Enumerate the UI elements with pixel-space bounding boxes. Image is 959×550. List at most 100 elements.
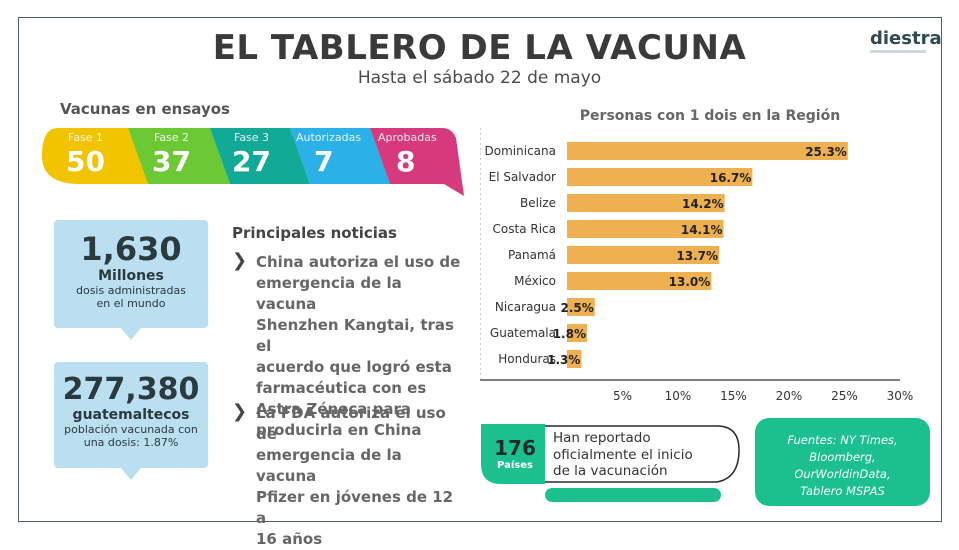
- news-1-line: acuerdo que logró esta: [256, 358, 452, 376]
- trials-heading: Vacunas en ensayos: [60, 100, 230, 118]
- doses-unit: Millones: [98, 268, 164, 284]
- authorized-shape: [290, 128, 390, 184]
- phase-1-shape: [42, 128, 148, 184]
- page-title: EL TABLERO DE LA VACUNA: [212, 28, 747, 68]
- sources-line: Fuentes: NY Times,: [787, 433, 898, 447]
- chevron-right-icon: ❯: [232, 250, 248, 271]
- countries-text-line: Han reportado: [553, 430, 651, 446]
- bar: [567, 142, 848, 160]
- category-label: México: [514, 274, 556, 288]
- phase-1: Fase 1 50: [44, 125, 136, 197]
- x-tick-label: 15%: [720, 389, 747, 403]
- news-item-2: La FDA autoriza el uso de emergencia de …: [256, 403, 461, 550]
- news-1-line: producirla en China: [256, 421, 422, 439]
- countries-shape: [481, 424, 740, 502]
- phase-3: Fase 3 27: [210, 125, 302, 197]
- data-label: 1.8%: [553, 327, 586, 341]
- phase-ribbon: [42, 128, 464, 196]
- countries-text: Han reportado oficialmente el inicio de …: [553, 430, 693, 480]
- countries-card: 176 Países Han reportado oficialmente el…: [481, 420, 741, 502]
- data-label: 25.3%: [805, 145, 847, 159]
- news-1-line: China autoriza el uso de: [256, 253, 461, 271]
- sources-line: OurWorldinData,: [794, 467, 891, 481]
- phase-2-label: Fase 2: [154, 131, 190, 144]
- data-label: 16.7%: [710, 171, 752, 185]
- phase-2-shape: [128, 128, 230, 184]
- guatemala-value: 277,380: [62, 372, 200, 407]
- bar: [567, 324, 587, 342]
- data-label: 13.7%: [676, 249, 718, 263]
- phase-1-label: Fase 1: [68, 131, 104, 144]
- data-label: 13.0%: [669, 275, 711, 289]
- category-label: Guatemala: [490, 326, 556, 340]
- category-label: Costa Rica: [493, 222, 556, 236]
- news-1-line: farmacéutica con es: [256, 379, 427, 397]
- guatemala-desc-2: una dosis: 1.87%: [83, 436, 179, 449]
- countries-text-line: oficialmente el inicio: [553, 446, 693, 463]
- bar: [567, 350, 582, 368]
- guatemala-card: 277,380 guatemaltecos población vacunada…: [54, 362, 208, 480]
- x-tick-label: 30%: [887, 389, 914, 403]
- bar: [567, 194, 725, 212]
- news-1-line: emergencia de la vacuna: [256, 274, 402, 313]
- sources-line: Bloomberg,: [809, 450, 876, 464]
- approved: Aprobadas 8: [354, 125, 446, 197]
- phase-1-value: 50: [66, 145, 105, 178]
- news-item-1: China autoriza el uso de emergencia de l…: [256, 252, 461, 441]
- approved-label: Aprobadas: [378, 131, 437, 144]
- news-2-line: emergencia de la vacuna: [256, 446, 402, 485]
- chart-title: Personas con 1 dois en la Región: [579, 108, 841, 124]
- authorized: Autorizadas 7: [272, 125, 372, 197]
- category-label: Panamá: [508, 248, 556, 262]
- news-1-line: Shenzhen Kangtai, tras el: [256, 316, 454, 355]
- frame: [18, 17, 942, 522]
- countries-unit: Países: [497, 460, 533, 471]
- data-label: 1.3%: [547, 353, 580, 367]
- phase-3-value: 27: [232, 145, 271, 178]
- doses-card: 1,630 Millones dosis administradas en el…: [54, 220, 208, 340]
- news-2-line: La FDA autoriza el uso de: [256, 404, 446, 443]
- bar: [567, 220, 724, 238]
- countries-value: 176: [494, 436, 536, 460]
- doses-desc-1: dosis administradas: [75, 284, 186, 297]
- data-label: 14.1%: [681, 223, 723, 237]
- guatemala-unit: guatemaltecos: [72, 407, 190, 423]
- category-label: Belize: [520, 196, 556, 210]
- bar-chart: Dominicana 25.3% El Salvador 16.7% Belize 14.…: [480, 128, 914, 403]
- chevron-right-icon: ❯: [232, 401, 248, 422]
- approved-shape: [370, 128, 464, 196]
- category-label: Dominicana: [485, 144, 556, 158]
- sources-card: Fuentes: NY Times, Bloomberg, OurWorldin…: [755, 418, 930, 506]
- doses-desc-2: en el mundo: [96, 297, 166, 310]
- x-tick-label: 10%: [665, 389, 692, 403]
- approved-value: 8: [396, 145, 416, 178]
- x-tick-label: 20%: [776, 389, 803, 403]
- authorized-value: 7: [314, 145, 334, 178]
- guatemala-desc-1: población vacunada con: [64, 423, 198, 436]
- bar: [567, 246, 720, 264]
- x-tick-label: 25%: [831, 389, 858, 403]
- news-2-line: Pfizer en jóvenes de 12 a: [256, 488, 454, 527]
- phase-2: Fase 2 37: [130, 125, 222, 197]
- phase-3-shape: [210, 128, 310, 184]
- category-label: Honduras: [498, 352, 556, 366]
- phase-2-value: 37: [152, 145, 191, 178]
- bar: [567, 168, 753, 186]
- bar: [567, 298, 595, 316]
- news-heading: Principales noticias: [232, 224, 397, 242]
- data-label: 2.5%: [560, 301, 593, 315]
- logo-underline: [870, 50, 926, 53]
- doses-value: 1,630: [80, 230, 182, 268]
- x-tick-label: 5%: [613, 389, 632, 403]
- authorized-label: Autorizadas: [296, 131, 362, 144]
- countries-text-line: de la vacunación: [553, 463, 668, 479]
- sources-line: Tablero MSPAS: [800, 484, 885, 498]
- category-label: El Salvador: [489, 170, 556, 184]
- category-label: Nicaragua: [495, 300, 556, 314]
- page-subtitle: Hasta el sábado 22 de mayo: [357, 68, 602, 88]
- phase-3-label: Fase 3: [234, 131, 270, 144]
- bar: [567, 272, 712, 290]
- data-label: 14.2%: [682, 197, 724, 211]
- logo: diestra: [870, 28, 942, 49]
- news-1-line: Astra Zéneca para: [256, 400, 411, 418]
